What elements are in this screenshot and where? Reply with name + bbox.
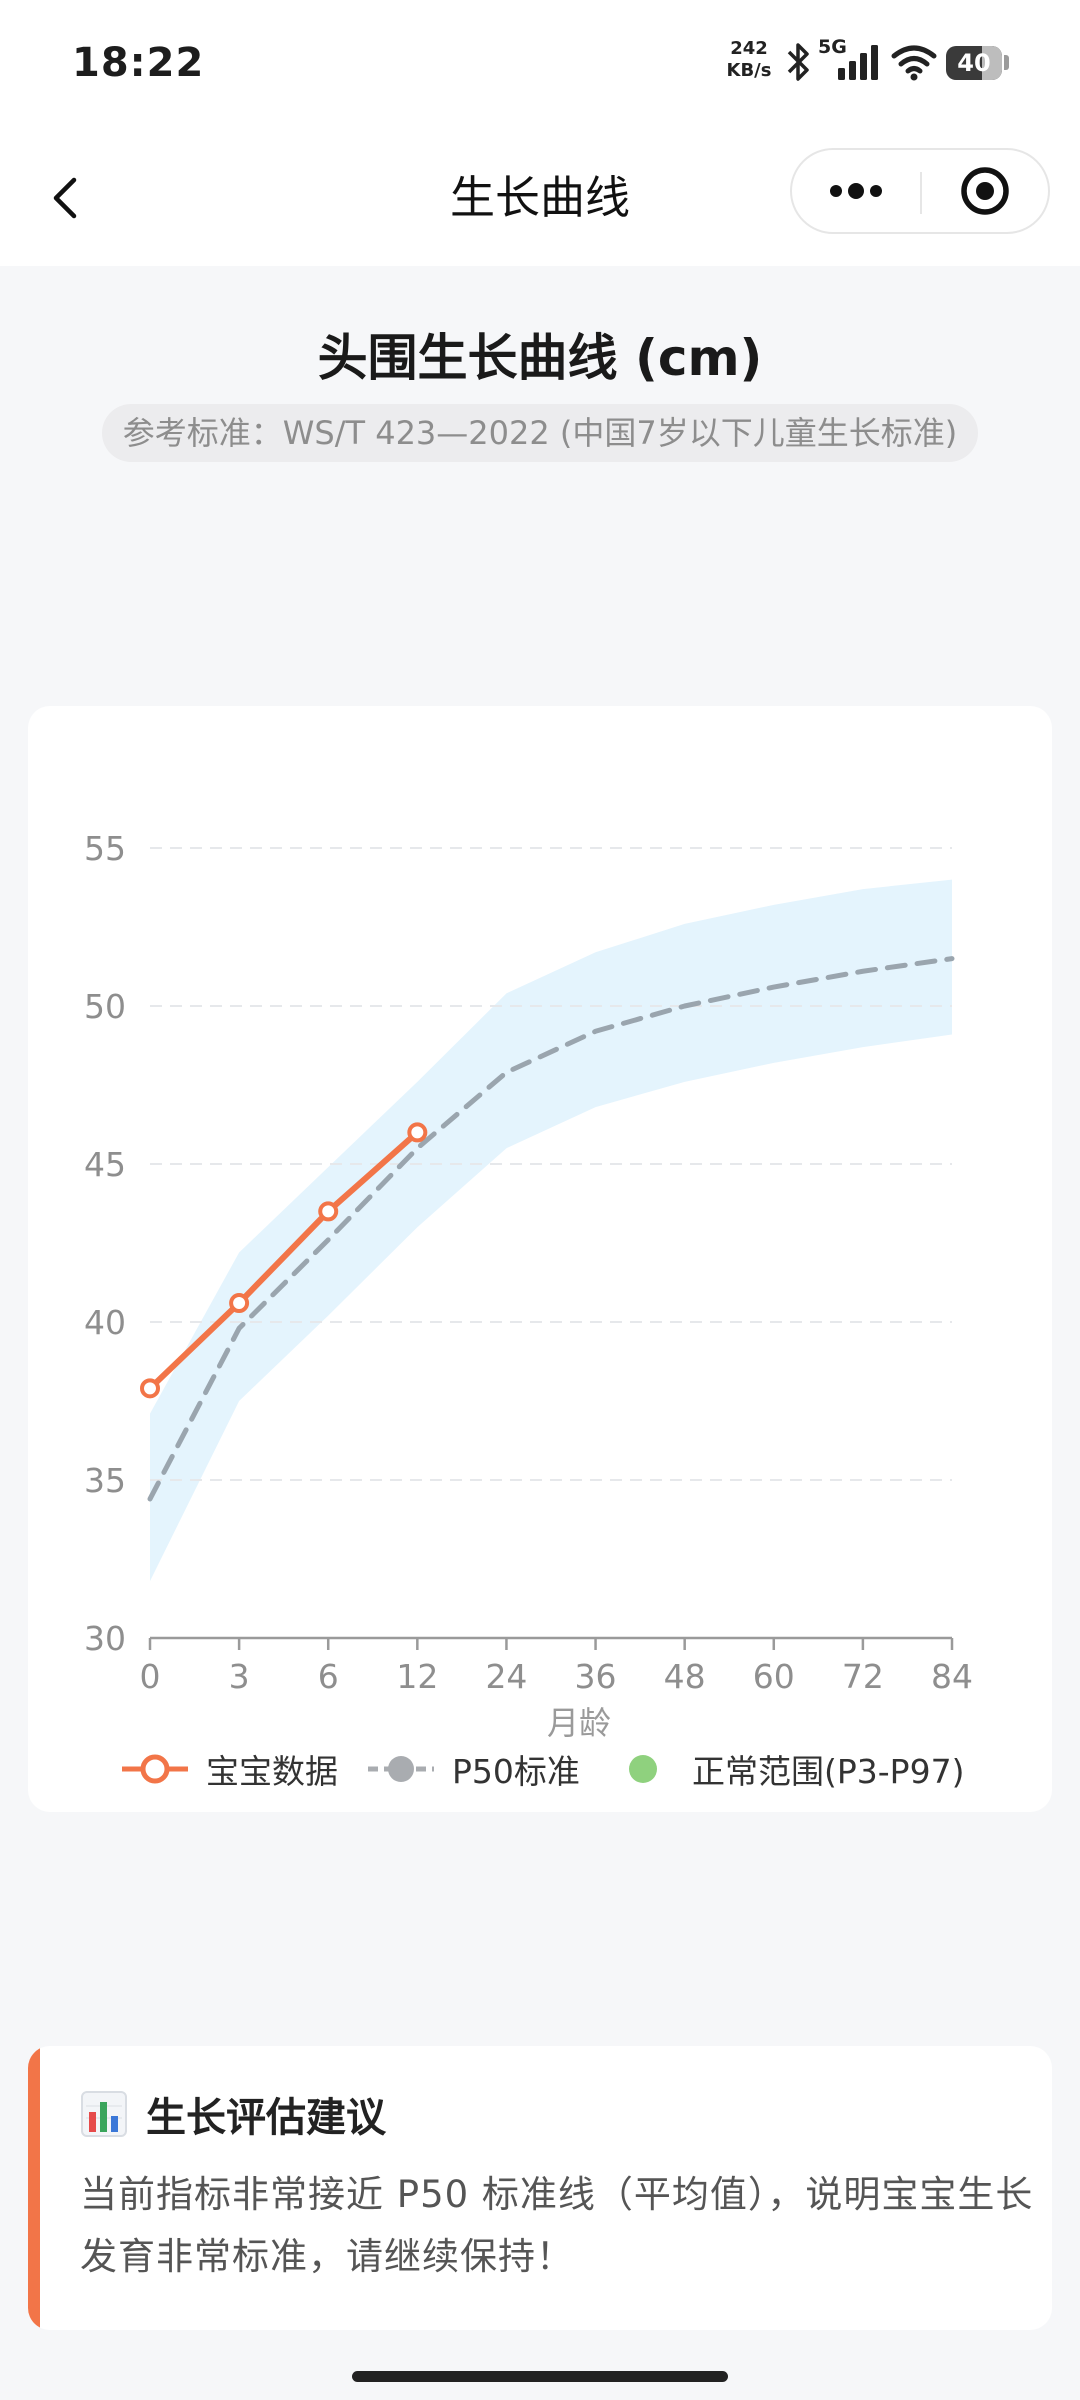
y-tick-label: 40 — [84, 1303, 126, 1342]
legend-item-normal-range[interactable]: 正常范围(P3-P97) — [626, 1734, 964, 1804]
home-indicator[interactable] — [352, 2371, 728, 2382]
more-dots-icon — [830, 183, 882, 199]
more-button[interactable] — [792, 150, 920, 232]
bluetooth-icon — [787, 43, 809, 81]
x-tick-label: 24 — [485, 1657, 527, 1696]
chart-card: 30 35 40 45 50 55 0 3 6 12 24 36 48 60 72 84 月龄 — [28, 706, 1052, 1812]
normal-range-band — [150, 879, 952, 1582]
x-tick-label: 0 — [140, 1657, 161, 1696]
legend-item-baby-data[interactable]: 宝宝数据 — [120, 1734, 338, 1804]
status-bar: 18:22 242 KB/s 5G 40 — [0, 0, 1080, 130]
network-speed-value: 242 — [730, 38, 768, 59]
network-speed: 242 KB/s — [726, 38, 772, 82]
chevron-left-icon — [53, 177, 77, 219]
battery-icon: 40 — [946, 46, 1002, 80]
chart-legend: 宝宝数据 P50标准 正常范围(P3-P97) — [0, 1734, 1080, 1804]
legend-label: P50标准 — [452, 1752, 580, 1791]
legend-baby-data-marker — [122, 1754, 188, 1784]
baby-data-point — [407, 1122, 428, 1143]
y-tick-label: 30 — [84, 1619, 126, 1658]
legend-label: 正常范围(P3-P97) — [692, 1752, 965, 1791]
network-speed-unit: KB/s — [726, 60, 772, 81]
x-tick-label: 6 — [318, 1657, 339, 1696]
x-tick-label: 36 — [575, 1657, 617, 1696]
wifi-icon — [891, 45, 937, 81]
advice-accent-bar — [28, 2046, 40, 2330]
advice-title: 生长评估建议 — [146, 2095, 386, 2141]
advice-header: 生长评估建议 — [80, 2086, 386, 2142]
reference-standard-badge: 参考标准：WS/T 423—2022 (中国7岁以下儿童生长标准) — [102, 404, 978, 462]
signal-type: 5G — [818, 36, 847, 58]
x-tick-label: 72 — [842, 1657, 884, 1696]
target-icon — [961, 167, 1009, 215]
nav-bar: 生长曲线 — [0, 130, 1080, 266]
baby-data-point — [229, 1293, 250, 1314]
advice-text: 当前指标非常接近 P50 标准线（平均值），说明宝宝生长发育非常标准，请继续保持… — [80, 2173, 1034, 2278]
legend-p50-marker — [368, 1756, 434, 1782]
x-tick-label: 48 — [664, 1657, 706, 1696]
x-tick-label: 60 — [753, 1657, 795, 1696]
p50-series-line — [147, 956, 955, 1502]
baby-data-point — [140, 1378, 160, 1399]
x-tick-label: 12 — [396, 1657, 438, 1696]
chart-heading: 头围生长曲线 (cm) — [317, 329, 763, 387]
x-axis-label: 月龄 — [547, 1704, 611, 1742]
y-tick-label: 45 — [84, 1145, 126, 1184]
x-tick-label: 3 — [229, 1657, 250, 1696]
signal-bars-icon — [838, 45, 878, 80]
legend-normal-range-marker — [629, 1755, 657, 1783]
y-tick-label: 55 — [84, 829, 126, 868]
page-title: 生长曲线 — [449, 171, 630, 224]
legend-label: 宝宝数据 — [206, 1752, 338, 1791]
y-tick-label: 50 — [84, 987, 126, 1026]
battery-level: 40 — [957, 49, 991, 77]
back-button[interactable] — [40, 164, 96, 232]
legend-item-p50[interactable]: P50标准 — [366, 1734, 580, 1804]
baby-data-point — [318, 1201, 339, 1222]
mini-program-capsule — [790, 148, 1050, 234]
y-tick-label: 35 — [84, 1461, 126, 1500]
baby-series-line — [147, 1130, 420, 1391]
status-time: 18:22 — [72, 40, 205, 86]
bar-chart-icon — [81, 2091, 127, 2137]
close-mini-program-button[interactable] — [922, 150, 1048, 232]
x-tick-label: 84 — [931, 1657, 973, 1696]
growth-advice-card: 生长评估建议 当前指标非常接近 P50 标准线（平均值），说明宝宝生长发育非常标… — [28, 2046, 1052, 2330]
